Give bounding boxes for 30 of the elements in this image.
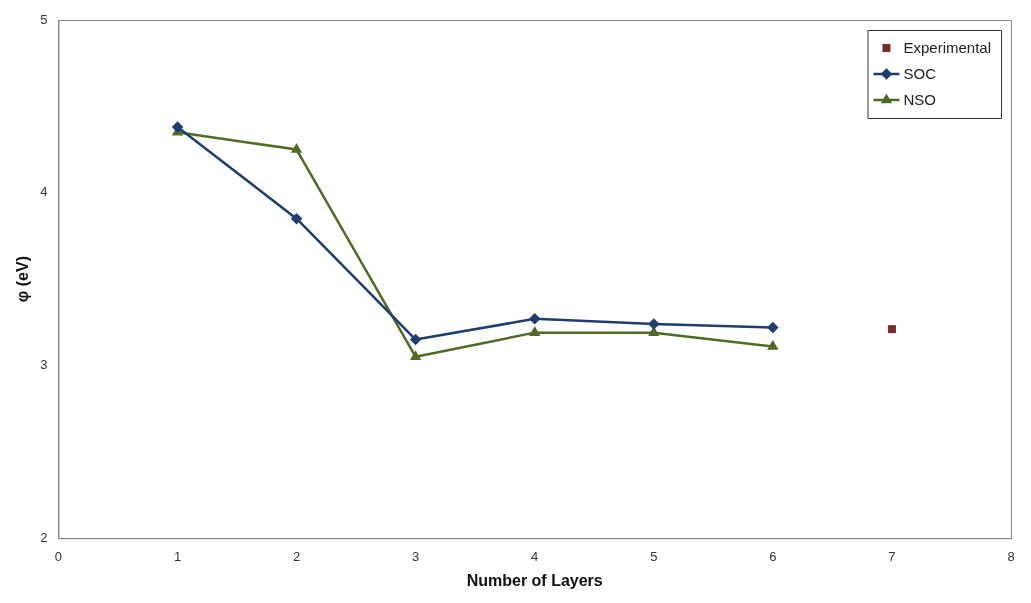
point [767,322,779,333]
y-tick-label: 3 [40,357,48,373]
x-tick-label: 1 [173,548,182,564]
point [648,318,660,330]
y-tick-label: 4 [40,184,48,200]
x-tick-label: 7 [888,548,896,564]
point [410,351,421,361]
point [291,213,302,224]
x-tick-label: 2 [292,548,301,564]
point [172,121,183,133]
y-tick-label: 5 [40,11,48,27]
x-tick-label: 6 [769,548,777,564]
legend-label: Experimental [903,39,992,57]
x-tick-label: 5 [650,548,658,564]
point [410,334,421,345]
x-tick-label: 0 [54,548,63,564]
point [649,327,659,336]
point [530,327,540,336]
x-tick-label: 4 [531,548,539,564]
legend-label: SOC [903,65,937,83]
x-axis-title: Number of Layers [466,571,603,589]
legend-label: NSO [903,91,936,109]
x-tick-label: 3 [412,548,420,564]
x-tick-label: 8 [1007,548,1015,564]
point [768,341,778,350]
point [529,313,540,325]
y-axis-title: φ (eV) [14,256,32,303]
point [887,325,896,334]
y-tick-label: 2 [40,529,48,545]
point [291,144,302,153]
